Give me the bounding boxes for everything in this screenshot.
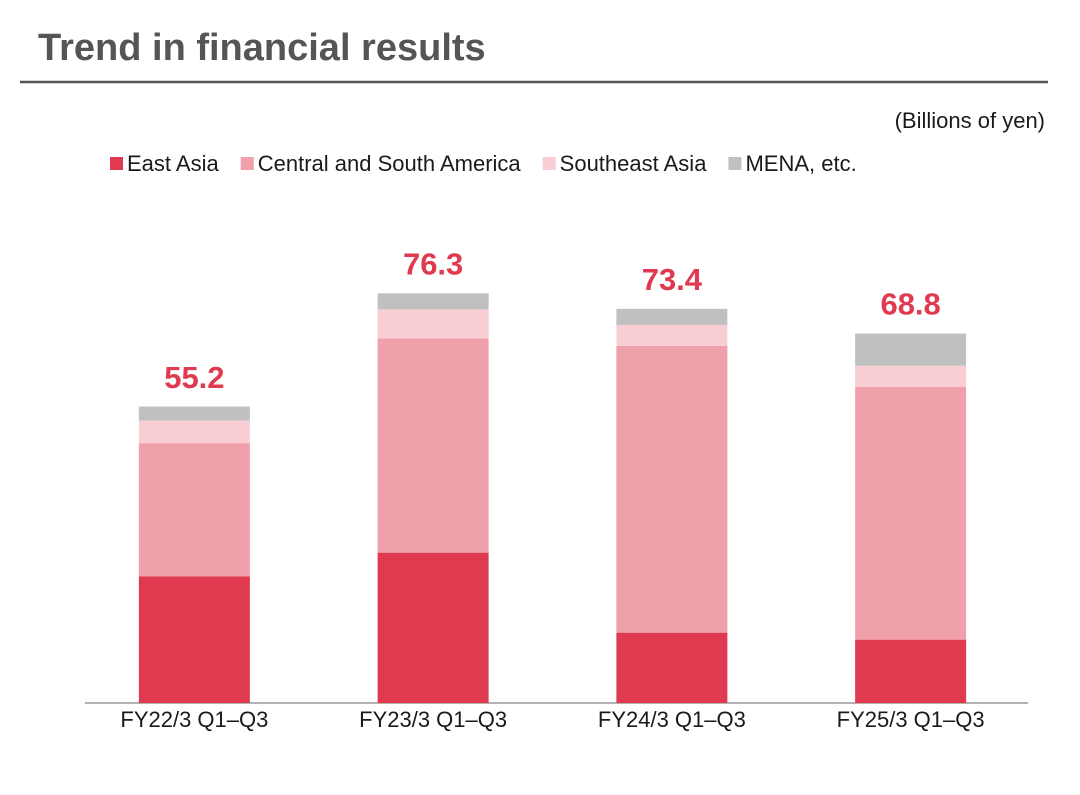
legend-label: East Asia [127, 151, 219, 176]
total-label: 55.2 [164, 360, 224, 395]
bar-segment [855, 386, 967, 640]
legend-swatch [240, 157, 254, 170]
total-label: 73.4 [642, 262, 703, 297]
legend-swatch [728, 157, 742, 170]
total-label: 68.8 [880, 287, 940, 322]
bar-segment [138, 420, 250, 444]
x-tick-label: FY23/3 Q1–Q3 [359, 707, 507, 732]
bar-segment [377, 309, 489, 339]
x-tick-label: FY22/3 Q1–Q3 [120, 707, 268, 732]
legend-swatch [110, 157, 123, 170]
x-tick-label: FY25/3 Q1–Q3 [837, 707, 985, 732]
legend-label: MENA, etc. [745, 151, 856, 176]
bar-segment [138, 443, 250, 577]
bar-segment [377, 293, 489, 310]
legend-label: Southeast Asia [560, 151, 708, 176]
bar-segment [616, 308, 728, 325]
bar-segment [855, 639, 967, 703]
legend-swatch [542, 157, 556, 170]
bar-segment [377, 552, 489, 703]
bar-segment [855, 333, 967, 366]
bar-segment [138, 406, 250, 421]
total-label: 76.3 [403, 246, 463, 281]
legend-label: Central and South America [258, 151, 522, 176]
bar-segment [616, 632, 728, 703]
bar-segment [377, 338, 489, 553]
unit-label: (Billions of yen) [895, 108, 1045, 133]
chart-title: Trend in financial results [38, 27, 486, 69]
bar-segment [855, 365, 967, 387]
x-tick-label: FY24/3 Q1–Q3 [598, 707, 746, 732]
bar-segment [138, 576, 250, 703]
bar-segment [616, 324, 728, 346]
bar-segment [616, 345, 728, 633]
